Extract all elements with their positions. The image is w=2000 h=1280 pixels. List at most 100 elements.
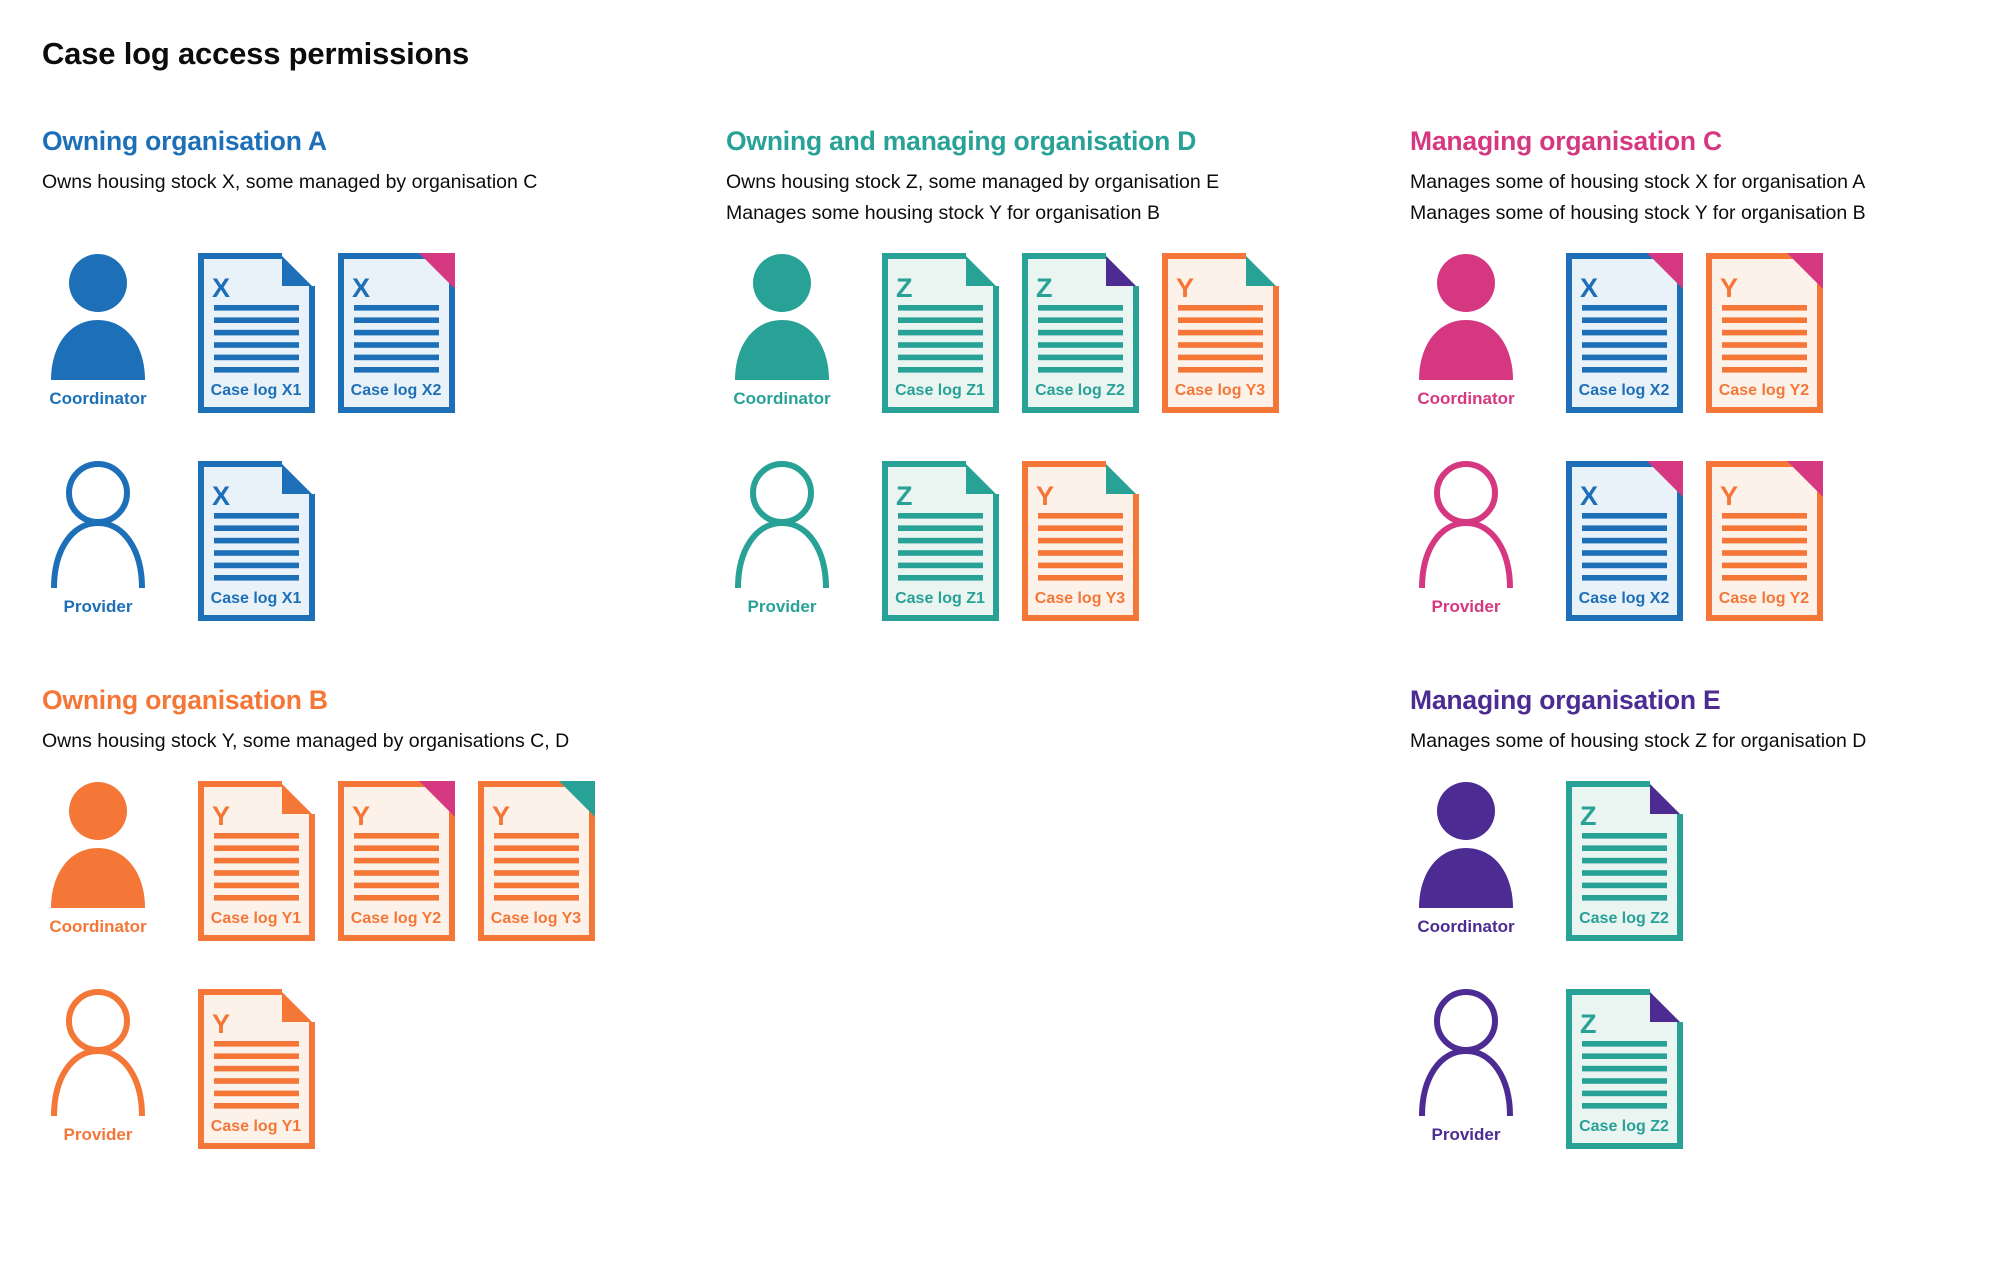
case-log-label: Case log Z2: [1579, 910, 1669, 927]
coordinator-case-logs: X Case log X1 X Case log X2: [198, 253, 455, 413]
provider-figure: Provider: [42, 461, 154, 617]
coordinator-person-icon: [1411, 781, 1521, 908]
case-log-letter: Y: [1176, 273, 1194, 303]
case-log-label: Case log Y2: [1719, 590, 1810, 607]
section-description: Manages some of housing stock Z for orga…: [1410, 726, 1980, 757]
case-log-letter: Z: [896, 481, 913, 511]
section-heading: Owning organisation A: [42, 126, 327, 156]
case-log-letter: Z: [1036, 273, 1053, 303]
coordinator-figure: Coordinator: [42, 781, 154, 937]
description-line: Manages some of housing stock Z for orga…: [1410, 730, 1867, 752]
section-heading: Owning and managing organisation D: [726, 126, 1197, 156]
provider-figure: Provider: [1410, 989, 1522, 1145]
provider-row: Provider Z Case log Z2: [1410, 989, 1980, 1149]
provider-person-icon: [1411, 461, 1521, 589]
case-log-z2-doc-icon: Z Case log Z2: [1566, 781, 1683, 941]
case-log-label: Case log Z2: [1579, 1118, 1669, 1135]
case-log-label: Case log Z1: [895, 590, 985, 607]
case-log-label: Case log Y2: [1719, 382, 1810, 399]
coordinator-row: Coordinator X Case log X2 Y Case log Y2: [1410, 253, 1980, 413]
coordinator-case-logs: X Case log X2 Y Case log Y2: [1566, 253, 1823, 413]
coordinator-label: Coordinator: [49, 917, 147, 936]
case-log-label: Case log Z2: [1035, 382, 1125, 399]
case-log-x1-doc-icon: X Case log X1: [198, 253, 315, 413]
band-1: Owning organisation A Owns housing stock…: [42, 126, 1980, 621]
provider-case-logs: Z Case log Z2: [1566, 989, 1683, 1149]
coordinator-label: Coordinator: [49, 389, 147, 408]
case-log-label: Case log X2: [1579, 590, 1670, 607]
section-heading: Owning organisation B: [42, 685, 328, 715]
case-log-x1-doc-icon: X Case log X1: [198, 461, 315, 621]
managing-organisation-e: Managing organisation E Manages some of …: [1410, 685, 1980, 1149]
coordinator-row: Coordinator X Case log X1 X Case log X2: [42, 253, 726, 413]
section-heading: Managing organisation E: [1410, 685, 1721, 715]
provider-row: Provider X Case log X2 Y Case log Y2: [1410, 461, 1980, 621]
provider-label: Provider: [63, 1125, 133, 1144]
coordinator-row: Coordinator Z Case log Z1 Z Case log Z2 …: [726, 253, 1410, 413]
section-description: Owns housing stock Z, some managed by or…: [726, 167, 1410, 229]
coordinator-case-logs: Z Case log Z2: [1566, 781, 1683, 941]
case-log-x2-doc-icon: X Case log X2: [1566, 461, 1683, 621]
provider-case-logs: X Case log X1: [198, 461, 315, 621]
coordinator-row: Coordinator Y Case log Y1 Y Case log Y2 …: [42, 781, 726, 941]
coordinator-figure: Coordinator: [42, 253, 154, 409]
provider-label: Provider: [63, 597, 133, 616]
description-line: Owns housing stock Y, some managed by or…: [42, 730, 570, 752]
coordinator-label: Coordinator: [1417, 389, 1515, 408]
case-log-y1-doc-icon: Y Case log Y1: [198, 989, 315, 1149]
case-log-letter: Y: [212, 1009, 230, 1039]
managing-organisation-c: Managing organisation C Manages some of …: [1410, 126, 1980, 621]
case-log-z1-doc-icon: Z Case log Z1: [882, 461, 999, 621]
case-log-label: Case log X2: [351, 382, 442, 399]
coordinator-person-icon: [1411, 253, 1521, 380]
coordinator-case-logs: Z Case log Z1 Z Case log Z2 Y Case log Y…: [882, 253, 1279, 413]
case-log-letter: X: [1580, 481, 1598, 511]
case-log-label: Case log X1: [211, 590, 302, 607]
case-log-x2-doc-icon: X Case log X2: [1566, 253, 1683, 413]
case-log-y3-doc-icon: Y Case log Y3: [1162, 253, 1279, 413]
coordinator-label: Coordinator: [733, 389, 831, 408]
section-heading: Managing organisation C: [1410, 126, 1722, 156]
provider-label: Provider: [747, 597, 817, 616]
case-log-letter: Y: [352, 801, 370, 831]
description-line: Manages some housing stock Y for organis…: [726, 202, 1160, 224]
case-log-y1-doc-icon: Y Case log Y1: [198, 781, 315, 941]
case-log-y2-doc-icon: Y Case log Y2: [338, 781, 455, 941]
description-line: Manages some of housing stock X for orga…: [1410, 171, 1866, 193]
provider-case-logs: X Case log X2 Y Case log Y2: [1566, 461, 1823, 621]
coordinator-label: Coordinator: [1417, 917, 1515, 936]
case-log-letter: Y: [1720, 481, 1738, 511]
case-log-label: Case log Y2: [351, 910, 442, 927]
case-log-y3-doc-icon: Y Case log Y3: [478, 781, 595, 941]
owning-organisation-a: Owning organisation A Owns housing stock…: [42, 126, 726, 621]
coordinator-person-icon: [43, 781, 153, 908]
band-2: Owning organisation B Owns housing stock…: [42, 685, 1980, 1149]
case-log-letter: Y: [212, 801, 230, 831]
case-log-label: Case log Z1: [895, 382, 985, 399]
owning-organisation-b: Owning organisation B Owns housing stock…: [42, 685, 726, 1149]
case-log-z1-doc-icon: Z Case log Z1: [882, 253, 999, 413]
provider-label: Provider: [1431, 1125, 1501, 1144]
case-log-label: Case log X2: [1579, 382, 1670, 399]
case-log-letter: X: [352, 273, 370, 303]
case-log-z2-doc-icon: Z Case log Z2: [1566, 989, 1683, 1149]
case-log-label: Case log Y3: [491, 910, 582, 927]
case-log-letter: Y: [492, 801, 510, 831]
provider-person-icon: [43, 989, 153, 1117]
case-log-letter: X: [212, 481, 230, 511]
coordinator-figure: Coordinator: [1410, 253, 1522, 409]
provider-case-logs: Y Case log Y1: [198, 989, 315, 1149]
section-description: Owns housing stock Y, some managed by or…: [42, 726, 726, 757]
case-log-letter: X: [1580, 273, 1598, 303]
case-log-label: Case log Y3: [1035, 590, 1126, 607]
case-log-label: Case log Y3: [1175, 382, 1266, 399]
description-line: Owns housing stock X, some managed by or…: [42, 171, 538, 193]
case-log-letter: Y: [1036, 481, 1054, 511]
page-title: Case log access permissions: [42, 36, 470, 71]
provider-figure: Provider: [726, 461, 838, 617]
case-log-y3-doc-icon: Y Case log Y3: [1022, 461, 1139, 621]
provider-row: Provider X Case log X1: [42, 461, 726, 621]
case-log-y2-doc-icon: Y Case log Y2: [1706, 253, 1823, 413]
coordinator-case-logs: Y Case log Y1 Y Case log Y2 Y Case log Y…: [198, 781, 595, 941]
